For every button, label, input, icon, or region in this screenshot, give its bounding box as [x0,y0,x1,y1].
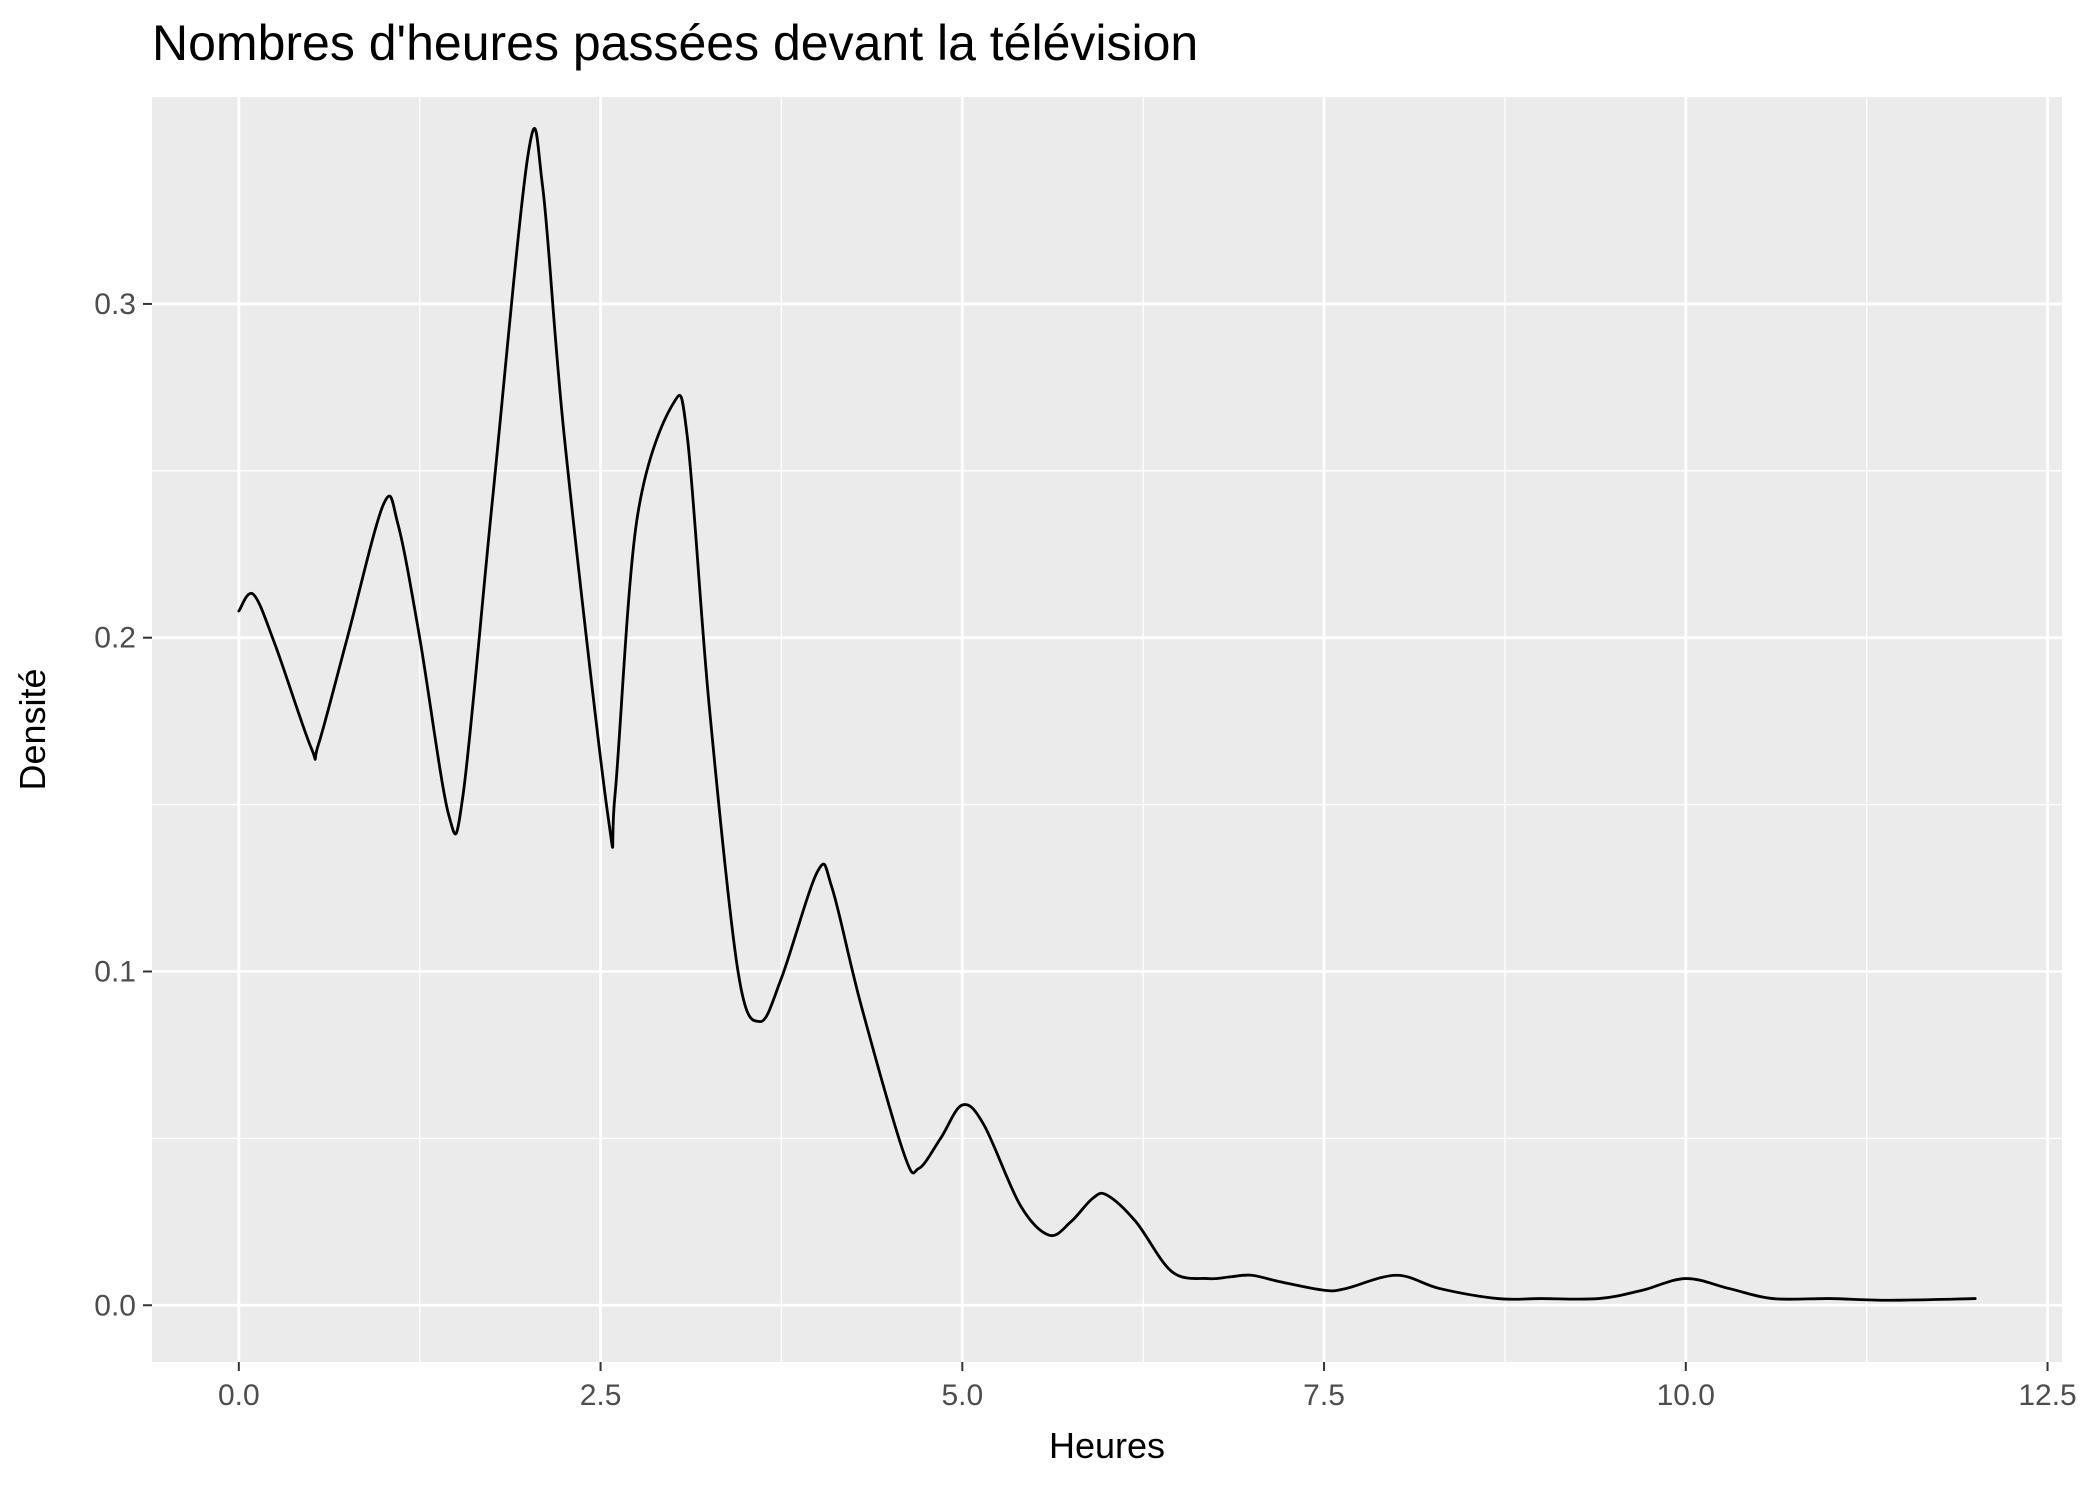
x-tick-label: 5.0 [941,1379,983,1412]
y-axis-title: Densité [12,668,53,790]
density-curve [237,126,1977,1302]
major-gridlines [152,97,2062,1362]
y-tick-label: 0.2 [94,622,136,655]
y-tick-label: 0.1 [94,955,136,988]
y-tick-label: 0.3 [94,288,136,321]
plot-panel [152,97,2062,1362]
x-tick-label: 10.0 [1657,1379,1715,1412]
minor-gridlines [152,97,2062,1362]
x-tick-label: 7.5 [1303,1379,1345,1412]
x-axis-title: Heures [1049,1425,1165,1466]
x-tick-label: 12.5 [2018,1379,2076,1412]
y-axis: 0.0 0.1 0.2 0.3 [94,288,152,1322]
chart-title: Nombres d'heures passées devant la télév… [152,15,1198,71]
x-tick-label: 0.0 [218,1379,260,1412]
x-tick-label: 2.5 [580,1379,622,1412]
y-tick-label: 0.0 [94,1289,136,1322]
x-axis: 0.0 2.5 5.0 7.5 10.0 12.5 [218,1362,2077,1412]
